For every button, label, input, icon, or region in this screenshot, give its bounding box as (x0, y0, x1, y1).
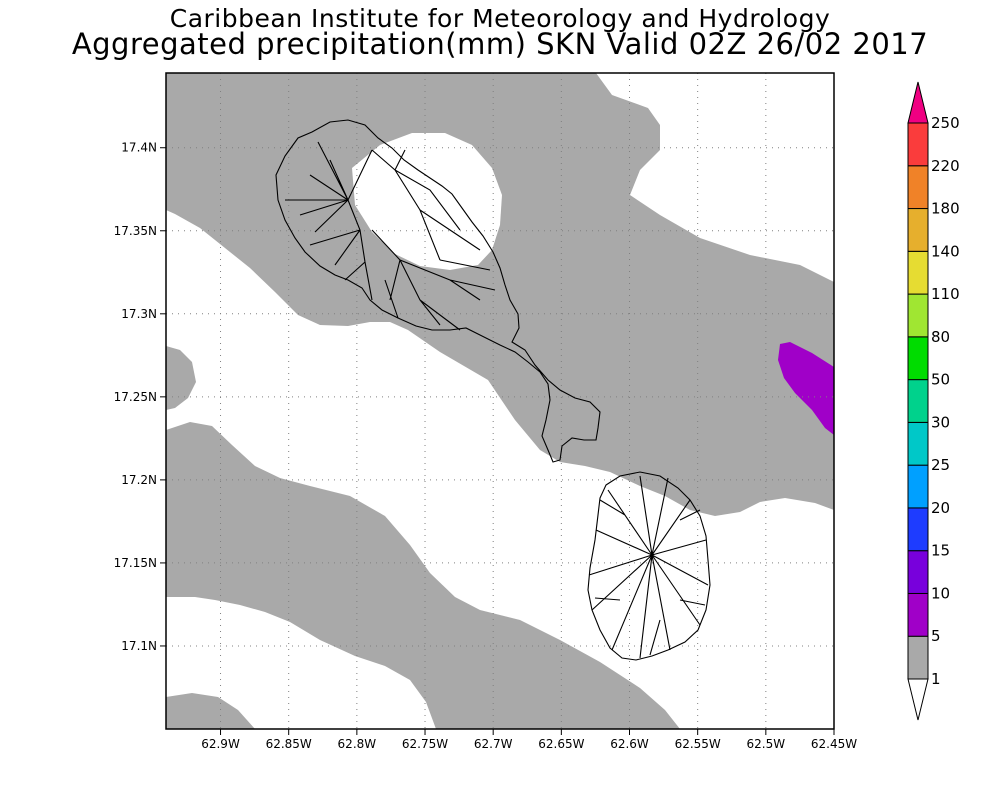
y-tick-label: 17.15N (114, 556, 157, 570)
colorbar-segment (908, 251, 928, 294)
colorbar-segment (908, 508, 928, 551)
x-tick-label: 62.85W (266, 737, 312, 751)
colorbar-label: 250 (931, 114, 960, 132)
x-tick-label: 62.6W (610, 737, 649, 751)
colorbar-label: 1 (931, 670, 941, 688)
colorbar-label: 20 (931, 499, 950, 517)
colorbar-label: 15 (931, 542, 950, 560)
colorbar-segment (908, 123, 928, 166)
y-axis: 17.4N 17.35N 17.3N 17.25N 17.2N 17.15N 17.1N (114, 141, 166, 653)
x-tick-label: 62.75W (402, 737, 448, 751)
colorbar-label: 140 (931, 242, 960, 260)
y-tick-label: 17.2N (121, 473, 157, 487)
colorbar-top-cap (908, 82, 928, 123)
colorbar-label: 5 (931, 627, 941, 645)
x-tick-label: 62.55W (675, 737, 721, 751)
x-tick-label: 62.45W (811, 737, 857, 751)
colorbar-segment (908, 422, 928, 465)
y-tick-label: 17.4N (121, 141, 157, 155)
x-tick-label: 62.5W (747, 737, 786, 751)
colorbar-segment (908, 636, 928, 679)
x-tick-label: 62.7W (474, 737, 513, 751)
colorbar-segment (908, 380, 928, 423)
colorbar-bottom-cap (908, 679, 928, 720)
x-tick-label: 62.8W (338, 737, 377, 751)
colorbar-segment (908, 209, 928, 252)
colorbar-segment (908, 465, 928, 508)
colorbar-segment (908, 593, 928, 636)
colorbar-label: 50 (931, 371, 950, 389)
colorbar-label: 30 (931, 413, 950, 431)
colorbar-segment (908, 166, 928, 209)
y-tick-label: 17.3N (121, 307, 157, 321)
x-tick-label: 62.65W (538, 737, 584, 751)
colorbar-segment (908, 551, 928, 594)
colorbar-segment (908, 294, 928, 337)
colorbar-label: 25 (931, 456, 950, 474)
colorbar-label: 110 (931, 285, 960, 303)
y-tick-label: 17.25N (114, 390, 157, 404)
colorbar-label: 10 (931, 584, 950, 602)
colorbar-label: 80 (931, 328, 950, 346)
colorbar-label: 220 (931, 157, 960, 175)
x-tick-label: 62.9W (201, 737, 240, 751)
y-tick-label: 17.35N (114, 224, 157, 238)
colorbar-label: 180 (931, 200, 960, 218)
y-tick-label: 17.1N (121, 639, 157, 653)
x-axis: 62.9W 62.85W 62.8W 62.75W 62.7W 62.65W 62.6W 62… (201, 729, 857, 751)
colorbar-segment (908, 337, 928, 380)
